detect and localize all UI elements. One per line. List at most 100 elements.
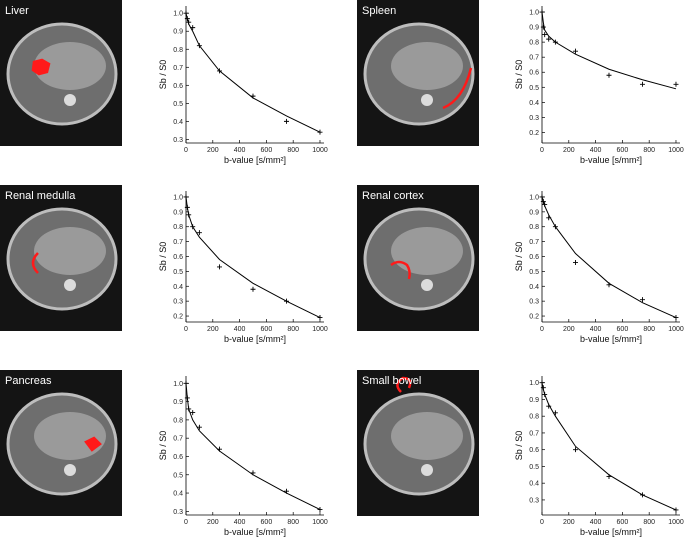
y-tick-label: 1.0 [529, 380, 539, 387]
data-point [639, 297, 645, 303]
mri-image: Renal cortex [357, 185, 479, 331]
x-tick-label: 600 [617, 326, 629, 333]
y-tick-label: 0.4 [529, 481, 539, 488]
y-tick-label: 0.3 [529, 299, 539, 306]
data-point [250, 286, 256, 292]
roi [396, 376, 412, 393]
x-tick-label: 400 [590, 326, 602, 333]
data-point [196, 230, 202, 236]
x-tick-label: 800 [643, 326, 655, 333]
y-tick-label: 0.8 [173, 417, 183, 424]
x-tick-label: 0 [540, 519, 544, 526]
data-point [572, 48, 578, 54]
y-tick-label: 0.2 [173, 314, 183, 321]
y-tick-label: 0.3 [173, 137, 183, 144]
y-tick-label: 0.3 [173, 299, 183, 306]
y-tick-label: 0.6 [529, 447, 539, 454]
fit-line [541, 382, 677, 511]
data-point [673, 315, 679, 321]
roi [31, 58, 51, 76]
x-tick-label: 600 [261, 519, 273, 526]
organ-region [391, 42, 463, 90]
organ-label: Liver [5, 5, 29, 17]
mri-image: Small bowel [357, 370, 479, 516]
data-point [639, 81, 645, 87]
x-axis-label: b-value [s/mm²] [224, 155, 286, 165]
y-tick-label: 0.3 [529, 115, 539, 122]
fit-line [185, 13, 321, 133]
organ-region [391, 227, 463, 275]
panel: Small bowel 0.3 0.4 0.5 0.6 0.7 0.8 0.9 1.0 0 200 4… [357, 370, 684, 537]
x-tick-label: 200 [207, 147, 219, 154]
x-tick-label: 0 [184, 519, 188, 526]
y-tick-label: 0.5 [173, 101, 183, 108]
y-tick-label: 0.6 [173, 83, 183, 90]
y-tick-label: 0.8 [529, 414, 539, 421]
y-axis-label: Sb / S0 [158, 431, 168, 461]
spine [64, 279, 76, 291]
x-tick-label: 0 [184, 326, 188, 333]
organ-label: Spleen [362, 5, 396, 17]
x-tick-label: 400 [234, 326, 246, 333]
y-tick-label: 1.0 [173, 381, 183, 388]
x-tick-label: 200 [563, 147, 575, 154]
x-tick-label: 400 [234, 147, 246, 154]
x-tick-label: 0 [540, 147, 544, 154]
x-tick-label: 600 [261, 147, 273, 154]
x-tick-label: 1000 [312, 326, 328, 333]
fit-line [185, 383, 321, 510]
x-tick-label: 0 [184, 147, 188, 154]
y-tick-label: 0.4 [173, 119, 183, 126]
y-tick-label: 0.6 [529, 254, 539, 261]
y-axis-label: Sb / S0 [158, 242, 168, 272]
data-point [216, 264, 222, 270]
panel: Spleen 0.2 0.3 0.4 0.5 0.6 0.7 0.8 0.9 1.0 0 200 400… [357, 0, 684, 165]
x-tick-label: 800 [643, 519, 655, 526]
organ-region [34, 412, 106, 460]
organ-region [34, 227, 106, 275]
y-tick-label: 0.8 [529, 40, 539, 47]
y-tick-label: 0.7 [173, 239, 183, 246]
y-tick-label: 0.5 [529, 85, 539, 92]
x-tick-label: 1000 [668, 147, 684, 154]
y-tick-label: 0.4 [529, 100, 539, 107]
y-tick-label: 1.0 [529, 10, 539, 17]
y-tick-label: 0.7 [529, 239, 539, 246]
y-tick-label: 0.9 [529, 209, 539, 216]
x-tick-label: 400 [234, 519, 246, 526]
panel: Renal medulla 0.2 0.3 0.4 0.5 0.6 0.7 0.8 0.9 1.0… [0, 185, 328, 344]
y-tick-label: 0.9 [529, 397, 539, 404]
organ-region [391, 412, 463, 460]
roi [31, 252, 39, 274]
mri-image: Renal medulla [0, 185, 122, 331]
mri-image: Spleen [357, 0, 479, 146]
y-tick-label: 0.8 [173, 47, 183, 54]
y-tick-label: 1.0 [529, 194, 539, 201]
y-axis-label: Sb / S0 [514, 242, 524, 272]
x-axis-label: b-value [s/mm²] [580, 334, 642, 344]
y-tick-label: 0.4 [173, 284, 183, 291]
y-axis-label: Sb / S0 [514, 431, 524, 461]
data-point [546, 36, 552, 42]
y-tick-label: 0.4 [529, 284, 539, 291]
y-tick-label: 0.6 [173, 454, 183, 461]
organ-region [34, 42, 106, 90]
spine [421, 94, 433, 106]
x-tick-label: 200 [563, 326, 575, 333]
fit-line [541, 196, 677, 318]
x-axis-label: b-value [s/mm²] [580, 527, 642, 537]
x-tick-label: 0 [540, 326, 544, 333]
y-tick-label: 0.6 [529, 70, 539, 77]
y-tick-label: 1.0 [173, 194, 183, 201]
spine [421, 464, 433, 476]
y-tick-label: 0.6 [173, 254, 183, 261]
y-tick-label: 1.0 [173, 11, 183, 18]
data-point [190, 410, 196, 416]
x-tick-label: 1000 [668, 326, 684, 333]
spine [64, 94, 76, 106]
y-axis-label: Sb / S0 [158, 60, 168, 90]
x-tick-label: 200 [207, 519, 219, 526]
organ-label: Renal cortex [362, 190, 424, 202]
mri-image: Pancreas [0, 370, 122, 516]
